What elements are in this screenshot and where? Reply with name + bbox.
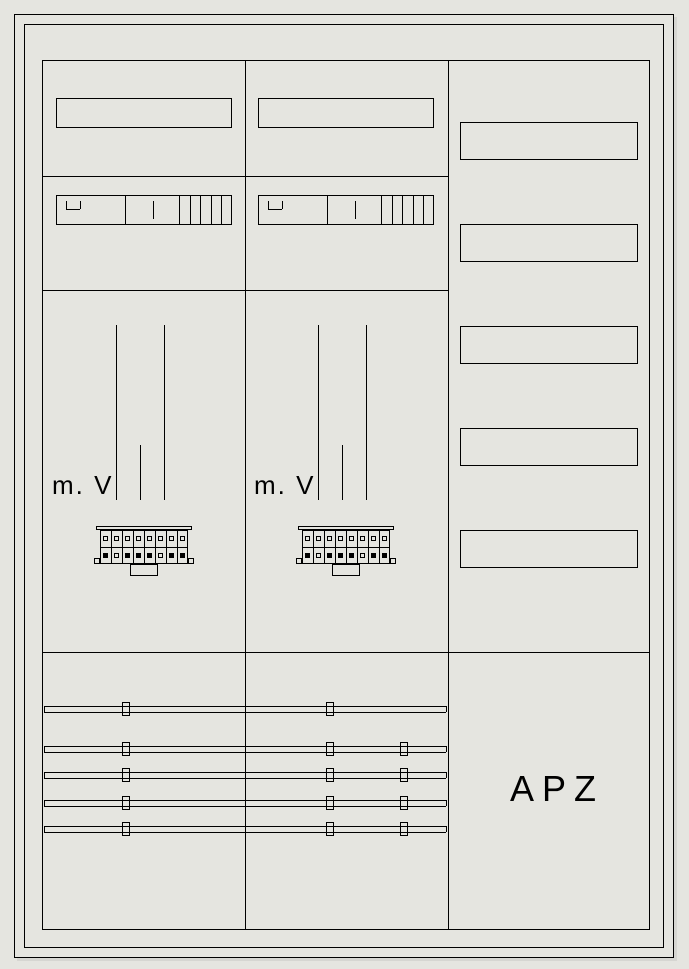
right-slot-3 xyxy=(460,428,638,466)
breaker-right xyxy=(179,195,232,225)
terminal-pin xyxy=(316,553,321,558)
terminal-pin xyxy=(158,536,163,541)
terminal-pin xyxy=(360,553,365,558)
diagram-canvas: m. V m. V APZ xyxy=(0,0,689,969)
bus-clip xyxy=(326,702,334,716)
terminal-tab xyxy=(130,564,158,576)
terminal-pin xyxy=(360,536,365,541)
bus-clip xyxy=(326,768,334,782)
bus-clip xyxy=(122,796,130,810)
terminal-pin xyxy=(316,536,321,541)
meter-label-0: m. V xyxy=(52,470,113,501)
bus-clip xyxy=(400,822,408,836)
terminal-pin xyxy=(169,536,174,541)
terminal-pin xyxy=(114,553,119,558)
bus-clip xyxy=(122,768,130,782)
bus-clip xyxy=(122,822,130,836)
meter-label-1: m. V xyxy=(254,470,315,501)
terminal-pin xyxy=(136,536,141,541)
terminal-ear xyxy=(296,558,302,564)
bus-clip xyxy=(400,768,408,782)
terminal-pin xyxy=(382,536,387,541)
bus-clip xyxy=(326,796,334,810)
terminal-pin xyxy=(349,536,354,541)
right-slot-4 xyxy=(460,530,638,568)
bus-clip xyxy=(122,702,130,716)
bus-clip xyxy=(400,742,408,756)
terminal-ear xyxy=(188,558,194,564)
breaker-right xyxy=(381,195,434,225)
bus-clip xyxy=(122,742,130,756)
terminal-pin xyxy=(125,536,130,541)
breaker-left xyxy=(56,195,126,225)
terminal-tab xyxy=(332,564,360,576)
terminal-ear xyxy=(94,558,100,564)
terminal-pin xyxy=(327,536,332,541)
terminal-pin xyxy=(114,536,119,541)
terminal-pin xyxy=(158,553,163,558)
top-slot-1 xyxy=(258,98,434,128)
breaker-left xyxy=(258,195,328,225)
right-slot-1 xyxy=(460,224,638,262)
terminal-pin xyxy=(103,536,108,541)
terminal-pin xyxy=(305,536,310,541)
bus-clip xyxy=(326,822,334,836)
right-slot-0 xyxy=(460,122,638,160)
right-slot-2 xyxy=(460,326,638,364)
terminal-pin xyxy=(180,536,185,541)
terminal-pin xyxy=(371,536,376,541)
apz-label: APZ xyxy=(510,768,604,810)
terminal-pin xyxy=(338,536,343,541)
bus-clip xyxy=(326,742,334,756)
terminal-pin xyxy=(147,536,152,541)
terminal-ear xyxy=(390,558,396,564)
top-slot-0 xyxy=(56,98,232,128)
bus-clip xyxy=(400,796,408,810)
